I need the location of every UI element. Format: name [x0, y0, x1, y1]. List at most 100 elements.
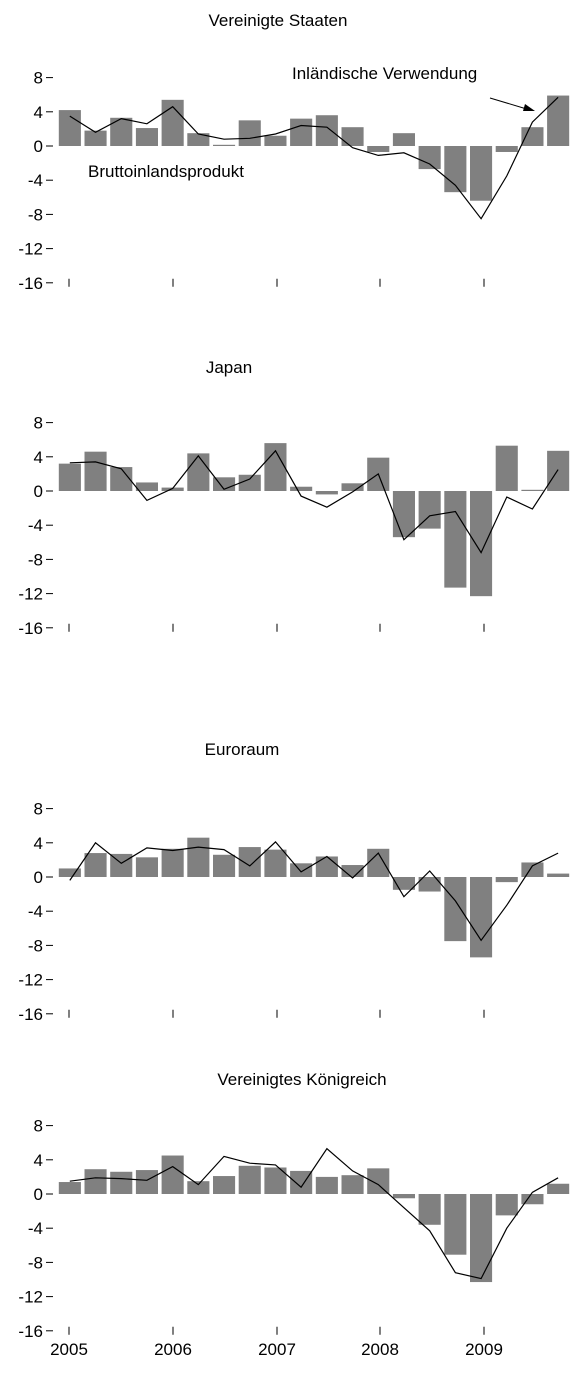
gdp-bar [264, 849, 287, 877]
y-tick-label: 0 [34, 868, 43, 887]
domestic-demand-line [69, 96, 559, 220]
y-tick-label: -4 [28, 902, 43, 921]
gdp-bar [290, 1170, 313, 1194]
gdp-bar [341, 1175, 364, 1194]
y-tick-label: 8 [34, 69, 43, 88]
panel-united-states: Vereinigte Staaten 8 4 0 -4 -8 -12 -16 Inländi… [18, 11, 570, 293]
x-axis: 2005 2006 2007 2008 2009 [50, 1326, 503, 1359]
gdp-bar [521, 1194, 544, 1205]
gdp-bar [212, 144, 236, 146]
gdp-bar [547, 1183, 570, 1194]
gdp-bar [444, 877, 467, 942]
gdp-bar [495, 1194, 518, 1216]
panel-title: Vereinigte Staaten [209, 11, 348, 30]
x-axis [68, 1009, 485, 1018]
y-tick-label: -12 [18, 971, 43, 990]
gdp-bar [290, 118, 313, 146]
gdp-bar [187, 133, 210, 146]
gdp-bar [290, 486, 313, 491]
gdp-bar [264, 1167, 287, 1194]
gdp-bar [547, 95, 570, 146]
line-series [69, 1147, 559, 1280]
gdp-bar [315, 491, 338, 495]
gdp-bar [547, 873, 570, 877]
gdp-bar [264, 443, 287, 491]
panel-united-kingdom: Vereinigtes Königreich 8 4 0 -4 -8 -12 -16 200… [18, 1070, 570, 1359]
y-tick-label: -16 [18, 619, 43, 638]
gdp-bar [110, 117, 133, 146]
gdp-bar [315, 1176, 338, 1194]
panel-title: Euroraum [205, 740, 280, 759]
gdp-bar [495, 445, 518, 491]
bar-series [58, 837, 570, 958]
panel-euro-area: Euroraum 8 4 0 -4 -8 -12 -16 [18, 740, 570, 1024]
x-tick-label: 2008 [361, 1340, 399, 1359]
y-axis: 8 4 0 -4 -8 -12 -16 [18, 1117, 53, 1341]
y-axis: 8 4 0 -4 -8 -12 -16 [18, 800, 53, 1024]
y-tick-label: -16 [18, 1322, 43, 1341]
gdp-bar [187, 453, 210, 491]
bar-series [58, 443, 570, 597]
gdp-bar [84, 853, 107, 877]
gdp-bar [238, 474, 261, 491]
gdp-bar [392, 491, 416, 538]
gdp-bar [58, 463, 81, 491]
y-tick-label: -8 [28, 936, 43, 955]
gdp-bar [367, 848, 390, 877]
y-tick-label: -8 [28, 550, 43, 569]
gdp-bar [110, 1171, 133, 1194]
y-axis: 8 4 0 -4 -8 -12 -16 [18, 69, 53, 293]
gdp-bar [238, 120, 261, 146]
gdp-bar [521, 489, 544, 491]
gdp-bar [212, 1176, 236, 1194]
annotation-arrow-head [523, 104, 535, 111]
panel-japan: Japan 8 4 0 -4 -8 -12 -16 [18, 358, 570, 638]
gdp-bar [187, 1181, 210, 1194]
gdp-bar [135, 128, 159, 146]
gdp-bar [187, 837, 210, 877]
y-tick-label: -4 [28, 171, 43, 190]
annotation-gdp: Bruttoinlandsprodukt [88, 162, 244, 181]
gdp-bar [392, 133, 416, 146]
domestic-demand-line [69, 841, 559, 942]
gdp-bar [418, 491, 441, 529]
gdp-bar [469, 1194, 493, 1283]
gdp-bar [84, 451, 107, 491]
y-axis: 8 4 0 -4 -8 -12 -16 [18, 414, 53, 638]
gdp-bar [392, 1194, 416, 1199]
x-tick-label: 2009 [465, 1340, 503, 1359]
gdp-bar [418, 877, 441, 892]
gdp-bar [161, 1155, 184, 1194]
y-tick-label: 4 [34, 834, 43, 853]
gdp-bar [469, 877, 493, 958]
gdp-bar [495, 877, 518, 883]
gdp-bar [418, 1194, 441, 1225]
gdp-bar [495, 146, 518, 152]
gdp-bar [367, 1168, 390, 1194]
y-tick-label: 4 [34, 103, 43, 122]
gdp-bar [264, 135, 287, 146]
y-tick-label: -12 [18, 585, 43, 604]
panel-title: Vereinigtes Königreich [217, 1070, 386, 1089]
line-series [69, 96, 559, 220]
x-tick-label: 2006 [154, 1340, 192, 1359]
gdp-bar [444, 491, 467, 588]
y-tick-label: 4 [34, 1151, 43, 1170]
y-tick-label: -8 [28, 1253, 43, 1272]
x-axis [68, 278, 485, 287]
annotation-domestic-demand: Inländische Verwendung [292, 64, 477, 83]
x-tick-label: 2007 [258, 1340, 296, 1359]
y-tick-label: 0 [34, 137, 43, 156]
gdp-bar [135, 482, 159, 491]
gdp-bar [315, 115, 338, 146]
gdp-bar [58, 1182, 81, 1194]
gdp-bar [110, 467, 133, 491]
annotation-arrow-shaft [489, 97, 531, 111]
y-tick-label: -16 [18, 1005, 43, 1024]
y-tick-label: -12 [18, 240, 43, 259]
y-tick-label: -4 [28, 516, 43, 535]
gdp-bar [547, 450, 570, 491]
gdp-bar [212, 854, 236, 877]
gdp-bar [521, 862, 544, 877]
